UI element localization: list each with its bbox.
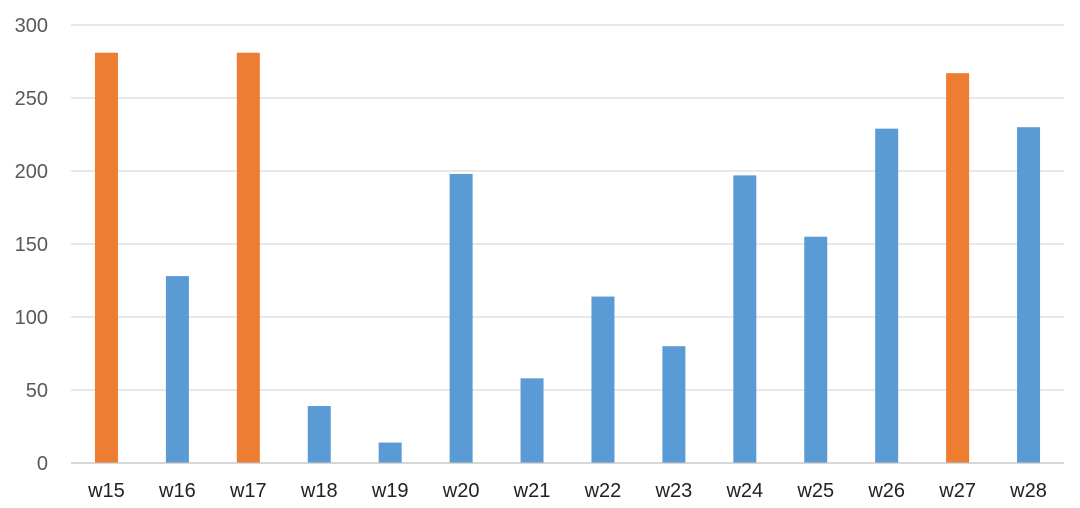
y-axis-tick-labels: 0 50 100 150 200 250 300 — [15, 15, 48, 475]
bar-w15 — [94, 52, 118, 464]
y-tick-label: 100 — [15, 307, 48, 329]
bar-w27 — [946, 73, 970, 464]
y-tick-label: 0 — [37, 453, 48, 475]
x-tick-label: w19 — [371, 480, 409, 502]
x-tick-label: w26 — [867, 480, 905, 502]
bar-w22 — [591, 296, 615, 463]
x-tick-label: w20 — [442, 480, 480, 502]
bar-w28 — [1017, 127, 1041, 463]
bar-w26 — [875, 128, 899, 463]
bar-w17 — [236, 52, 260, 464]
bar-w16 — [165, 276, 189, 463]
x-axis-category-labels: w15 w16 w17 w18 w19 w20 w21 w22 w23 w24 w25 w26 w27 w… — [87, 480, 1047, 502]
bar-w21 — [520, 378, 544, 463]
x-tick-label: w25 — [796, 480, 834, 502]
gridlines — [71, 24, 1064, 391]
x-tick-label: w23 — [655, 480, 693, 502]
x-tick-label: w17 — [229, 480, 267, 502]
bar-w25 — [804, 236, 828, 463]
x-tick-label: w18 — [300, 480, 338, 502]
bar-w24 — [733, 175, 757, 463]
y-tick-label: 300 — [15, 15, 48, 37]
x-tick-label: w15 — [87, 480, 125, 502]
bar-w20 — [449, 173, 473, 464]
x-tick-label: w27 — [938, 480, 976, 502]
bar-w23 — [662, 346, 686, 463]
bars — [94, 52, 1041, 464]
y-tick-label: 150 — [15, 234, 48, 256]
y-tick-label: 250 — [15, 88, 48, 110]
x-tick-label: w24 — [725, 480, 763, 502]
y-tick-label: 200 — [15, 161, 48, 183]
y-tick-label: 50 — [26, 380, 48, 402]
x-tick-label: w21 — [513, 480, 551, 502]
x-tick-label: w28 — [1009, 480, 1047, 502]
x-tick-label: w22 — [584, 480, 622, 502]
x-tick-label: w16 — [158, 480, 196, 502]
bar-w18 — [307, 406, 331, 463]
bar-w19 — [378, 442, 402, 463]
